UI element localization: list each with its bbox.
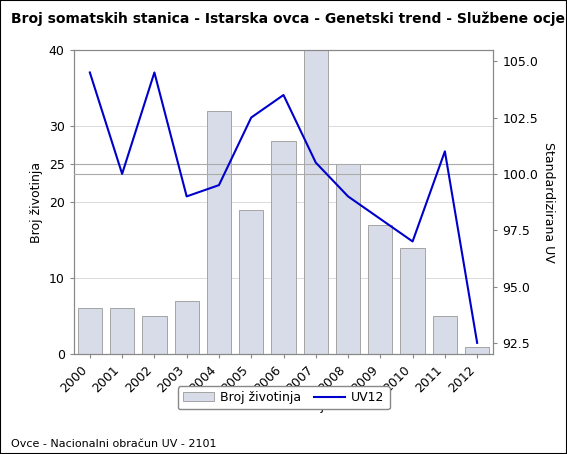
X-axis label: Godina rođenja: Godina rođenja: [235, 400, 332, 414]
Bar: [304, 50, 328, 354]
Text: Ovce - Nacionalni obračun UV - 2101: Ovce - Nacionalni obračun UV - 2101: [11, 439, 217, 449]
Bar: [142, 316, 167, 354]
Bar: [78, 309, 102, 354]
Bar: [207, 111, 231, 354]
Bar: [400, 247, 425, 354]
Bar: [465, 346, 489, 354]
Y-axis label: Standardizirana UV: Standardizirana UV: [542, 142, 555, 262]
Legend: Broj životinja, UV12: Broj životinja, UV12: [177, 386, 390, 409]
Bar: [272, 141, 295, 354]
Bar: [175, 301, 199, 354]
Bar: [239, 210, 263, 354]
Bar: [368, 225, 392, 354]
Y-axis label: Broj životinja: Broj životinja: [30, 162, 43, 242]
Bar: [110, 309, 134, 354]
Bar: [433, 316, 457, 354]
Bar: [336, 164, 360, 354]
Text: Broj somatskih stanica - Istarska ovca - Genetski trend - Službene ocjene: Broj somatskih stanica - Istarska ovca -…: [11, 11, 567, 26]
